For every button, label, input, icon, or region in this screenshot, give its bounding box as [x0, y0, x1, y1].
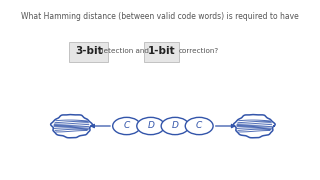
Circle shape: [137, 117, 165, 135]
Text: D: D: [147, 122, 154, 130]
Circle shape: [185, 117, 213, 135]
Text: D: D: [172, 122, 179, 130]
FancyBboxPatch shape: [69, 42, 108, 62]
FancyBboxPatch shape: [144, 42, 179, 62]
Text: C: C: [124, 122, 130, 130]
Text: 1-bit: 1-bit: [148, 46, 175, 56]
Text: C: C: [196, 122, 202, 130]
Text: What Hamming distance (between valid code words) is required to have: What Hamming distance (between valid cod…: [21, 12, 299, 21]
Circle shape: [113, 117, 140, 135]
Text: detection and: detection and: [99, 48, 149, 54]
Text: 3-bit: 3-bit: [75, 46, 103, 56]
Text: correction?: correction?: [179, 48, 219, 54]
Circle shape: [161, 117, 189, 135]
